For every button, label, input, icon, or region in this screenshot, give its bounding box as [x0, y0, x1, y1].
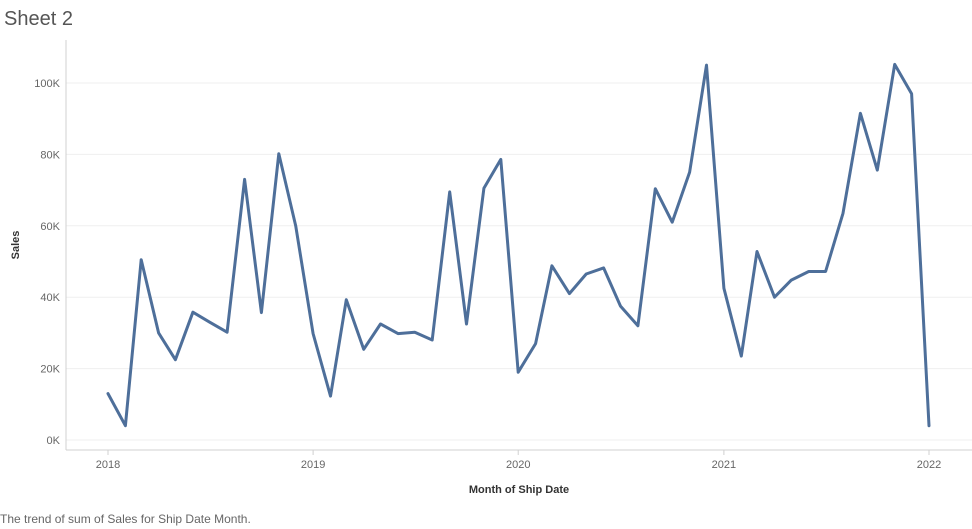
x-tick-label: 2021 [712, 459, 736, 471]
sales-series-line[interactable] [106, 62, 931, 428]
x-axis-ticks: 2018 2019 2020 2021 2022 [96, 450, 941, 471]
y-tick-label: 60K [40, 221, 60, 233]
y-axis-ticks: 0K 20K 40K 60K 80K 100K [34, 78, 60, 447]
y-axis-title: Sales [10, 231, 22, 260]
grid-lines [66, 82, 972, 441]
x-tick-label: 2022 [917, 459, 941, 471]
y-tick-label: 0K [47, 435, 61, 447]
y-tick-label: 80K [40, 149, 60, 161]
y-tick-label: 40K [40, 292, 60, 304]
x-tick-label: 2018 [96, 459, 120, 471]
y-tick-label: 20K [40, 364, 60, 376]
x-tick-label: 2020 [506, 459, 530, 471]
x-axis-title: Month of Ship Date [469, 484, 569, 496]
chart-caption: The trend of sum of Sales for Ship Date … [0, 512, 251, 526]
x-tick-label: 2019 [301, 459, 325, 471]
sheet-title: Sheet 2 [4, 8, 73, 30]
y-tick-label: 100K [34, 78, 60, 90]
